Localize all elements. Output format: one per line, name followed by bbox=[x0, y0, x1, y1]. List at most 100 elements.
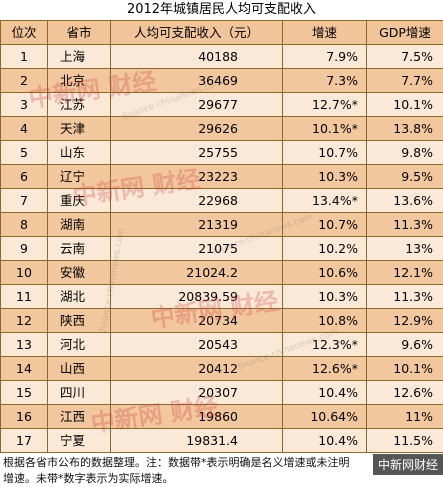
rank-cell: 13 bbox=[1, 333, 48, 357]
rank-cell: 11 bbox=[1, 285, 48, 309]
header-rank: 位次 bbox=[1, 21, 48, 45]
brand-logo: 中新网财经 bbox=[373, 454, 443, 475]
income-cell: 20412 bbox=[111, 357, 283, 381]
province-cell: 云南 bbox=[48, 237, 111, 261]
header-income: 人均可支配收入（元） bbox=[111, 21, 283, 45]
gdp-growth-cell: 12.1% bbox=[367, 261, 443, 285]
rank-cell: 7 bbox=[1, 189, 48, 213]
province-cell: 安徽 bbox=[48, 261, 111, 285]
income-cell: 22968 bbox=[111, 189, 283, 213]
province-cell: 湖北 bbox=[48, 285, 111, 309]
gdp-growth-cell: 7.5% bbox=[367, 45, 443, 69]
gdp-growth-cell: 7.7% bbox=[367, 69, 443, 93]
income-cell: 20839.59 bbox=[111, 285, 283, 309]
gdp-growth-cell: 13.6% bbox=[367, 189, 443, 213]
growth-cell: 10.3% bbox=[283, 165, 367, 189]
header-province: 省市 bbox=[48, 21, 111, 45]
income-cell: 36469 bbox=[111, 69, 283, 93]
rank-cell: 6 bbox=[1, 165, 48, 189]
income-cell: 21024.2 bbox=[111, 261, 283, 285]
income-cell: 21075 bbox=[111, 237, 283, 261]
income-cell: 19831.4 bbox=[111, 429, 283, 453]
gdp-growth-cell: 10.1% bbox=[367, 93, 443, 117]
growth-cell: 10.4% bbox=[283, 381, 367, 405]
growth-cell: 12.3%* bbox=[283, 333, 367, 357]
rank-cell: 12 bbox=[1, 309, 48, 333]
growth-cell: 10.7% bbox=[283, 213, 367, 237]
province-cell: 重庆 bbox=[48, 189, 111, 213]
rank-cell: 10 bbox=[1, 261, 48, 285]
province-cell: 上海 bbox=[48, 45, 111, 69]
province-cell: 天津 bbox=[48, 117, 111, 141]
growth-cell: 10.6% bbox=[283, 261, 367, 285]
province-cell: 山西 bbox=[48, 357, 111, 381]
growth-cell: 10.1%* bbox=[283, 117, 367, 141]
rank-cell: 1 bbox=[1, 45, 48, 69]
province-cell: 河北 bbox=[48, 333, 111, 357]
income-cell: 29677 bbox=[111, 93, 283, 117]
income-cell: 19860 bbox=[111, 405, 283, 429]
gdp-growth-cell: 11.3% bbox=[367, 213, 443, 237]
income-cell: 25755 bbox=[111, 141, 283, 165]
gdp-growth-cell: 12.6% bbox=[367, 381, 443, 405]
gdp-growth-cell: 11.3% bbox=[367, 285, 443, 309]
province-cell: 四川 bbox=[48, 381, 111, 405]
rank-cell: 5 bbox=[1, 141, 48, 165]
income-cell: 23223 bbox=[111, 165, 283, 189]
gdp-growth-cell: 13.8% bbox=[367, 117, 443, 141]
rank-cell: 16 bbox=[1, 405, 48, 429]
header-gdp-growth: GDP增速 bbox=[367, 21, 443, 45]
rank-cell: 15 bbox=[1, 381, 48, 405]
growth-cell: 7.9% bbox=[283, 45, 367, 69]
gdp-growth-cell: 13% bbox=[367, 237, 443, 261]
province-cell: 辽宁 bbox=[48, 165, 111, 189]
province-cell: 江西 bbox=[48, 405, 111, 429]
gdp-growth-cell: 9.6% bbox=[367, 333, 443, 357]
gdp-growth-cell: 11.5% bbox=[367, 429, 443, 453]
table-title: 2012年城镇居民人均可支配收入 bbox=[0, 0, 443, 20]
province-cell: 山东 bbox=[48, 141, 111, 165]
province-cell: 宁夏 bbox=[48, 429, 111, 453]
province-cell: 湖南 bbox=[48, 213, 111, 237]
growth-cell: 10.2% bbox=[283, 237, 367, 261]
gdp-growth-cell: 12.9% bbox=[367, 309, 443, 333]
rank-cell: 14 bbox=[1, 357, 48, 381]
income-cell: 20543 bbox=[111, 333, 283, 357]
gdp-growth-cell: 10.1% bbox=[367, 357, 443, 381]
rank-cell: 9 bbox=[1, 237, 48, 261]
gdp-growth-cell: 9.5% bbox=[367, 165, 443, 189]
income-cell: 20734 bbox=[111, 309, 283, 333]
header-row: 位次 省市 人均可支配收入（元） 增速 GDP增速 bbox=[1, 21, 443, 45]
province-cell: 江苏 bbox=[48, 93, 111, 117]
rank-cell: 4 bbox=[1, 117, 48, 141]
growth-cell: 7.3% bbox=[283, 69, 367, 93]
growth-cell: 12.7%* bbox=[283, 93, 367, 117]
gdp-growth-cell: 11% bbox=[367, 405, 443, 429]
growth-cell: 10.4% bbox=[283, 429, 367, 453]
growth-cell: 10.3% bbox=[283, 285, 367, 309]
income-cell: 21319 bbox=[111, 213, 283, 237]
rank-cell: 3 bbox=[1, 93, 48, 117]
income-cell: 40188 bbox=[111, 45, 283, 69]
province-cell: 北京 bbox=[48, 69, 111, 93]
gdp-growth-cell: 9.8% bbox=[367, 141, 443, 165]
rank-cell: 8 bbox=[1, 213, 48, 237]
province-cell: 陕西 bbox=[48, 309, 111, 333]
growth-cell: 10.64% bbox=[283, 405, 367, 429]
